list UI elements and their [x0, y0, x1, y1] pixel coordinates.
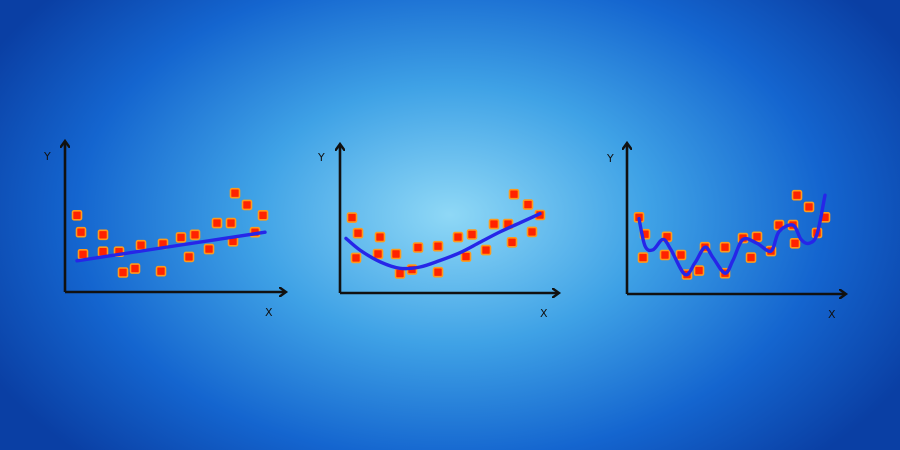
data-point-2	[352, 227, 364, 239]
chart-panel-3: YX	[606, 144, 845, 321]
data-point-9	[135, 239, 147, 251]
data-point-12	[175, 232, 187, 243]
data-point-20	[522, 199, 534, 210]
data-point-6	[675, 249, 687, 261]
data-point-12	[452, 231, 464, 243]
data-point-17	[225, 217, 237, 229]
data-point-10	[719, 241, 731, 253]
data-point-21	[526, 226, 538, 238]
data-point-10	[432, 240, 444, 252]
data-point-16	[211, 217, 223, 229]
data-point-4	[374, 231, 386, 243]
x-axis-label: X	[540, 307, 548, 320]
data-point-18	[506, 237, 518, 248]
data-point-3	[637, 252, 649, 263]
data-point-8	[693, 265, 705, 276]
data-point-5	[659, 249, 671, 261]
fit-line	[637, 193, 827, 277]
data-point-4	[97, 229, 109, 241]
data-point-14	[189, 229, 201, 241]
data-point-1	[346, 212, 358, 223]
data-point-19	[508, 188, 520, 200]
data-point-18	[789, 238, 801, 249]
y-axis-label: Y	[43, 150, 51, 163]
x-axis-label: X	[828, 308, 836, 321]
y-axis-label: Y	[317, 151, 325, 164]
data-point-2	[75, 226, 87, 238]
data-point-8	[129, 263, 141, 274]
data-point-6	[390, 248, 402, 260]
data-point-14	[466, 229, 478, 240]
data-point-20	[241, 199, 253, 211]
data-point-13	[460, 251, 472, 262]
chart-panel-1: YX	[43, 142, 285, 319]
data-point-11	[432, 266, 444, 278]
data-point-9	[412, 242, 424, 253]
data-point-15	[203, 243, 215, 255]
chart-panel-2: YX	[317, 145, 558, 320]
data-point-3	[77, 249, 89, 260]
data-point-7	[394, 268, 406, 279]
fit-line	[344, 212, 542, 271]
data-point-14	[751, 231, 763, 243]
data-point-19	[791, 189, 803, 201]
data-point-5	[372, 248, 384, 260]
x-axis-label: X	[265, 306, 273, 319]
y-axis-label: Y	[606, 152, 614, 165]
data-point-20	[803, 201, 815, 213]
data-point-3	[350, 252, 362, 264]
data-point-11	[155, 265, 167, 277]
data-point-16	[488, 218, 500, 230]
data-point-13	[183, 251, 195, 263]
data-point-13	[745, 252, 757, 263]
data-point-15	[480, 244, 492, 256]
fit-line	[75, 230, 267, 263]
data-point-19	[229, 187, 241, 199]
data-point-1	[71, 210, 83, 221]
data-point-7	[117, 267, 129, 278]
data-point-22	[257, 210, 269, 221]
